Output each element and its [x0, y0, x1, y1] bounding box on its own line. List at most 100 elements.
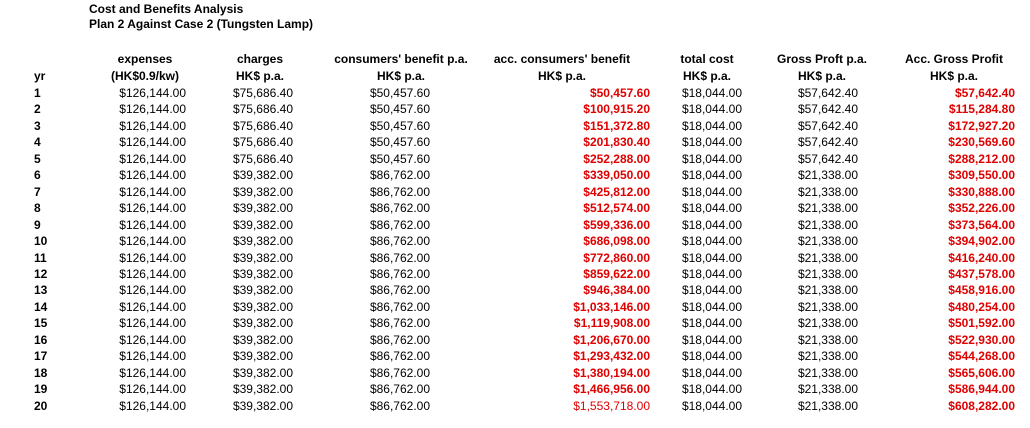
- cell-expenses[interactable]: $126,144.00: [119, 333, 186, 347]
- cell-gross-profit[interactable]: $57,642.40: [797, 152, 858, 166]
- cell-charges[interactable]: $39,382.00: [232, 349, 293, 363]
- cell-acc-gross-profit[interactable]: $309,550.00: [948, 168, 1015, 182]
- cell-acc-consumers-benefit[interactable]: $100,915.20: [583, 102, 650, 116]
- cell-gross-profit[interactable]: $21,338.00: [797, 234, 858, 248]
- cell-charges[interactable]: $39,382.00: [232, 300, 293, 314]
- cell-expenses[interactable]: $126,144.00: [119, 349, 186, 363]
- cell-gross-profit[interactable]: $57,642.40: [797, 135, 858, 149]
- cell-acc-consumers-benefit[interactable]: $1,380,194.00: [573, 366, 650, 380]
- cell-yr[interactable]: 10: [34, 234, 48, 248]
- cell-expenses[interactable]: $126,144.00: [119, 201, 186, 215]
- cell-gross-profit[interactable]: $21,338.00: [797, 251, 858, 265]
- cell-yr[interactable]: 7: [34, 185, 41, 199]
- cell-gross-profit[interactable]: $21,338.00: [797, 366, 858, 380]
- cell-yr[interactable]: 18: [34, 366, 48, 380]
- cell-acc-gross-profit[interactable]: $373,564.00: [948, 218, 1015, 232]
- cell-total-cost[interactable]: $18,044.00: [681, 333, 742, 347]
- cell-charges[interactable]: $75,686.40: [232, 152, 293, 166]
- cell-total-cost[interactable]: $18,044.00: [681, 267, 742, 281]
- cell-expenses[interactable]: $126,144.00: [119, 366, 186, 380]
- cell-consumers-benefit[interactable]: $86,762.00: [369, 333, 430, 347]
- cell-expenses[interactable]: $126,144.00: [119, 251, 186, 265]
- cell-acc-consumers-benefit[interactable]: $1,293,432.00: [573, 349, 650, 363]
- cell-gross-profit[interactable]: $21,338.00: [797, 283, 858, 297]
- cell-expenses[interactable]: $126,144.00: [119, 86, 186, 100]
- cell-acc-gross-profit[interactable]: $480,254.00: [948, 300, 1015, 314]
- cell-gross-profit[interactable]: $57,642.40: [797, 102, 858, 116]
- cell-consumers-benefit[interactable]: $86,762.00: [369, 234, 430, 248]
- cell-acc-consumers-benefit[interactable]: $1,033,146.00: [573, 300, 650, 314]
- cell-charges[interactable]: $39,382.00: [232, 366, 293, 380]
- cell-gross-profit[interactable]: $21,338.00: [797, 185, 858, 199]
- cell-charges[interactable]: $39,382.00: [232, 382, 293, 396]
- cell-acc-consumers-benefit[interactable]: $1,553,718.00: [573, 399, 650, 413]
- cell-acc-gross-profit[interactable]: $608,282.00: [948, 399, 1015, 413]
- cell-yr[interactable]: 16: [34, 333, 48, 347]
- cell-gross-profit[interactable]: $21,338.00: [797, 316, 858, 330]
- cell-total-cost[interactable]: $18,044.00: [681, 349, 742, 363]
- cell-total-cost[interactable]: $18,044.00: [681, 399, 742, 413]
- cell-acc-consumers-benefit[interactable]: $599,336.00: [583, 218, 650, 232]
- cell-gross-profit[interactable]: $21,338.00: [797, 333, 858, 347]
- cell-total-cost[interactable]: $18,044.00: [681, 366, 742, 380]
- cell-yr[interactable]: 3: [34, 119, 41, 133]
- cell-yr[interactable]: 1: [34, 86, 41, 100]
- cell-yr[interactable]: 4: [34, 135, 41, 149]
- cell-total-cost[interactable]: $18,044.00: [681, 201, 742, 215]
- cell-total-cost[interactable]: $18,044.00: [681, 152, 742, 166]
- cell-acc-consumers-benefit[interactable]: $772,860.00: [583, 251, 650, 265]
- cell-acc-consumers-benefit[interactable]: $1,466,956.00: [573, 382, 650, 396]
- cell-consumers-benefit[interactable]: $86,762.00: [369, 300, 430, 314]
- cell-expenses[interactable]: $126,144.00: [119, 102, 186, 116]
- cell-consumers-benefit[interactable]: $86,762.00: [369, 267, 430, 281]
- cell-consumers-benefit[interactable]: $50,457.60: [369, 102, 430, 116]
- cell-charges[interactable]: $39,382.00: [232, 283, 293, 297]
- cell-charges[interactable]: $39,382.00: [232, 218, 293, 232]
- cell-acc-gross-profit[interactable]: $172,927.20: [948, 119, 1015, 133]
- cell-consumers-benefit[interactable]: $86,762.00: [369, 218, 430, 232]
- cell-yr[interactable]: 11: [34, 251, 47, 265]
- cell-charges[interactable]: $39,382.00: [232, 185, 293, 199]
- cell-acc-consumers-benefit[interactable]: $512,574.00: [583, 201, 650, 215]
- cell-charges[interactable]: $39,382.00: [232, 234, 293, 248]
- cell-acc-gross-profit[interactable]: $230,569.60: [948, 135, 1015, 149]
- cell-expenses[interactable]: $126,144.00: [119, 316, 186, 330]
- cell-yr[interactable]: 15: [34, 316, 48, 330]
- cell-charges[interactable]: $39,382.00: [232, 399, 293, 413]
- cell-expenses[interactable]: $126,144.00: [119, 267, 186, 281]
- cell-total-cost[interactable]: $18,044.00: [681, 102, 742, 116]
- cell-yr[interactable]: 5: [34, 152, 41, 166]
- cell-acc-consumers-benefit[interactable]: $50,457.60: [589, 86, 650, 100]
- cell-consumers-benefit[interactable]: $50,457.60: [369, 119, 430, 133]
- cell-charges[interactable]: $75,686.40: [232, 135, 293, 149]
- cell-acc-consumers-benefit[interactable]: $1,119,908.00: [573, 316, 650, 330]
- cell-total-cost[interactable]: $18,044.00: [681, 283, 742, 297]
- cell-acc-consumers-benefit[interactable]: $686,098.00: [583, 234, 650, 248]
- cell-consumers-benefit[interactable]: $86,762.00: [369, 399, 430, 413]
- cell-acc-gross-profit[interactable]: $437,578.00: [948, 267, 1015, 281]
- cell-expenses[interactable]: $126,144.00: [119, 185, 186, 199]
- cell-yr[interactable]: 17: [34, 349, 48, 363]
- cell-consumers-benefit[interactable]: $86,762.00: [369, 366, 430, 380]
- cell-acc-consumers-benefit[interactable]: $201,830.40: [583, 135, 650, 149]
- cell-total-cost[interactable]: $18,044.00: [681, 234, 742, 248]
- cell-acc-consumers-benefit[interactable]: $859,622.00: [583, 267, 650, 281]
- cell-gross-profit[interactable]: $21,338.00: [797, 267, 858, 281]
- cell-gross-profit[interactable]: $21,338.00: [797, 168, 858, 182]
- cell-expenses[interactable]: $126,144.00: [119, 218, 186, 232]
- cell-yr[interactable]: 19: [34, 382, 48, 396]
- cell-gross-profit[interactable]: $57,642.40: [797, 86, 858, 100]
- cell-yr[interactable]: 13: [34, 283, 48, 297]
- cell-total-cost[interactable]: $18,044.00: [681, 86, 742, 100]
- cell-acc-consumers-benefit[interactable]: $946,384.00: [583, 283, 650, 297]
- cell-acc-gross-profit[interactable]: $352,226.00: [948, 201, 1015, 215]
- cell-acc-consumers-benefit[interactable]: $1,206,670.00: [573, 333, 650, 347]
- cell-yr[interactable]: 8: [34, 201, 41, 215]
- cell-acc-gross-profit[interactable]: $565,606.00: [948, 366, 1015, 380]
- cell-acc-consumers-benefit[interactable]: $252,288.00: [583, 152, 650, 166]
- cell-charges[interactable]: $39,382.00: [232, 201, 293, 215]
- cell-acc-gross-profit[interactable]: $394,902.00: [948, 234, 1015, 248]
- cell-charges[interactable]: $75,686.40: [232, 102, 293, 116]
- cell-total-cost[interactable]: $18,044.00: [681, 185, 742, 199]
- cell-expenses[interactable]: $126,144.00: [119, 399, 186, 413]
